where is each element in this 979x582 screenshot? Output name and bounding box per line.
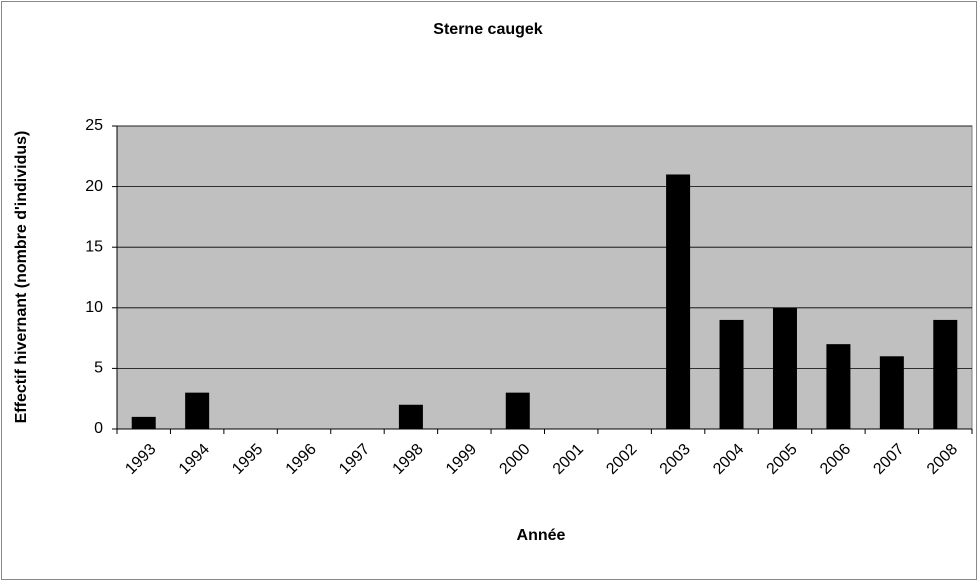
x-axis-title: Année — [517, 527, 566, 544]
bar — [131, 416, 156, 429]
y-tick-label: 10 — [85, 299, 103, 316]
y-axis-title: Effectif hivernant (nombre d'individus) — [13, 131, 30, 424]
y-tick-label: 15 — [85, 238, 103, 255]
y-tick-label: 25 — [85, 117, 103, 134]
bar — [185, 392, 210, 429]
y-tick-label: 5 — [94, 360, 103, 377]
y-tick-label: 0 — [94, 420, 103, 437]
bar — [826, 344, 851, 429]
bar — [398, 404, 423, 429]
y-tick-label: 20 — [85, 178, 103, 195]
bar — [719, 319, 744, 429]
bar — [772, 307, 797, 429]
bar — [505, 392, 530, 429]
bar — [666, 174, 691, 429]
chart-title: Sterne caugek — [433, 21, 542, 38]
bar — [933, 319, 958, 429]
bar — [879, 356, 904, 429]
